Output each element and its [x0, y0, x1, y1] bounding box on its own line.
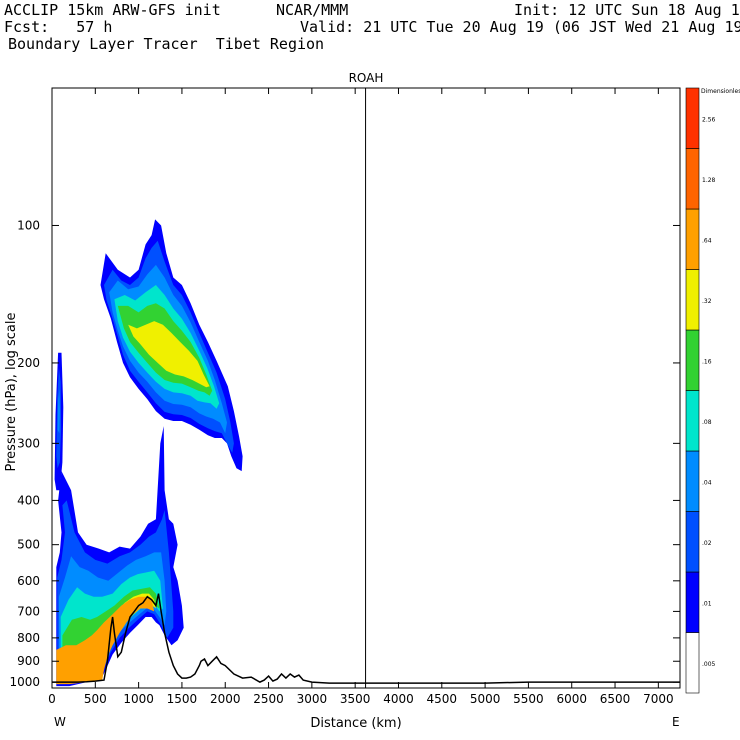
x-tick-label: 6000 — [556, 692, 587, 706]
colorbar: .005 .01 .02 .04 .08 .16 .32 .64 1.28 2.56 Dimensi… — [685, 87, 740, 694]
colorbar-swatch — [685, 329, 700, 391]
x-tick-label: 0 — [48, 692, 56, 706]
header-valid: Valid: 21 UTC Tue 20 Aug 19 (06 JST Wed … — [300, 18, 740, 36]
x-tick-label: 3500 — [340, 692, 371, 706]
colorbar-swatch — [685, 632, 700, 694]
colorbar-swatch — [685, 87, 700, 149]
header-field: Boundary Layer Tracer Tibet Region — [8, 35, 325, 53]
x-tick-label: 2000 — [210, 692, 241, 706]
x-tick-label: 1500 — [167, 692, 198, 706]
y-tick-label: 200 — [17, 356, 40, 370]
contour-region-12 — [128, 321, 210, 388]
y-tick-label: 700 — [17, 604, 40, 618]
colorbar-level-label: 2.56 — [702, 116, 716, 123]
x-axis-title: Distance (km) — [310, 716, 401, 731]
x-tick-label: 3000 — [297, 692, 328, 706]
colorbar-level-label: 1.28 — [702, 177, 716, 184]
x-tick-label: 5000 — [470, 692, 501, 706]
colorbar-swatch — [685, 511, 700, 573]
terrain-line — [52, 593, 680, 684]
tracer-contours — [54, 219, 243, 687]
contour-region-15 — [57, 388, 60, 434]
y-tick-label: 100 — [17, 218, 40, 232]
colorbar-level-label: .02 — [702, 540, 712, 547]
colorbar-title: Dimensionless — [701, 88, 740, 95]
x-tick-label: 6500 — [600, 692, 631, 706]
west-label: W — [54, 715, 66, 729]
x-tick-label: 7000 — [643, 692, 674, 706]
x-axis: 0 500 1000 1500 2000 2500 3000 3500 4000 4500 5000… — [48, 88, 674, 706]
header-fcst: Fcst: 57 h — [4, 18, 113, 36]
terrain-profile — [52, 593, 680, 684]
y-tick-label: 300 — [17, 436, 40, 450]
x-tick-label: 4500 — [427, 692, 458, 706]
colorbar-swatch — [685, 571, 700, 633]
colorbar-level-label: .005 — [702, 661, 716, 668]
x-tick-label: 1000 — [123, 692, 154, 706]
colorbar-swatch — [685, 450, 700, 512]
colorbar-level-label: .04 — [702, 479, 712, 486]
y-axis-title: Pressure (hPa), log scale — [4, 313, 19, 472]
header-init: Init: 12 UTC Sun 18 Aug 19 — [514, 1, 740, 19]
colorbar-swatch — [685, 269, 700, 331]
colorbar-swatch — [685, 390, 700, 452]
east-label: E — [672, 715, 680, 729]
x-tick-label: 2500 — [253, 692, 284, 706]
x-tick-label: 5500 — [513, 692, 544, 706]
colorbar-level-label: .64 — [702, 237, 712, 244]
y-tick-label: 1000 — [9, 675, 40, 689]
plot-frame — [51, 87, 681, 689]
y-tick-label: 500 — [17, 538, 40, 552]
colorbar-level-label: .01 — [702, 600, 712, 607]
chart-title: ROAH — [349, 71, 384, 85]
x-tick-label: 4000 — [383, 692, 414, 706]
colorbar-level-label: .16 — [702, 358, 712, 365]
y-tick-label: 600 — [17, 574, 40, 588]
colorbar-level-label: .08 — [702, 419, 712, 426]
colorbar-level-label: .32 — [702, 298, 712, 305]
x-tick-label: 500 — [84, 692, 107, 706]
y-tick-label: 400 — [17, 493, 40, 507]
y-axis: 100 200 300 400 500 600 700 800 900 1000 — [9, 218, 680, 689]
colorbar-swatch — [685, 208, 700, 270]
y-tick-label: 900 — [17, 654, 40, 668]
y-tick-label: 800 — [17, 631, 40, 645]
header-org: NCAR/MMM — [276, 1, 349, 19]
colorbar-swatch — [685, 148, 700, 210]
header-model: ACCLIP 15km ARW-GFS init — [4, 1, 221, 19]
